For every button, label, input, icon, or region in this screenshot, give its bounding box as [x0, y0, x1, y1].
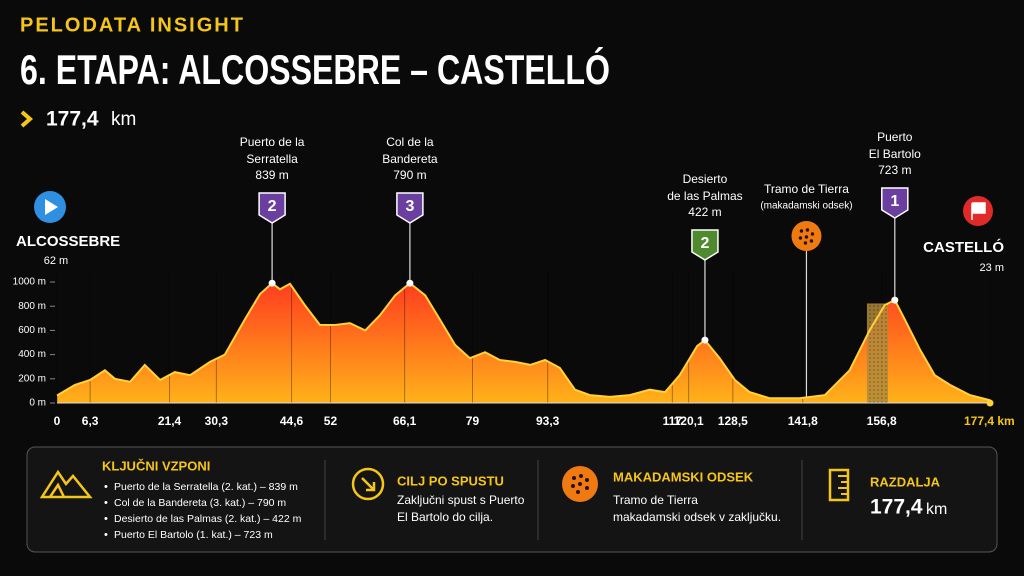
category: 1: [890, 193, 899, 210]
finish-name: CASTELLÓ: [923, 238, 1004, 256]
start-name: ALCOSSEBRE: [16, 233, 120, 250]
x-tick-label: 44,6: [280, 414, 304, 428]
y-tick-label: 600 m: [18, 325, 46, 336]
panel-text: makadamski odsek v zaključku.: [613, 510, 781, 524]
climb-name: Col de la: [386, 135, 434, 149]
panel-text: Zaključni spust s Puerto: [397, 493, 525, 507]
climb-item: Puerto El Bartolo (1. kat.) – 723 m: [114, 529, 273, 541]
x-tick-label: 117: [663, 414, 683, 428]
summit-dot: [891, 296, 899, 304]
panel-text: El Bartolo do cilja.: [397, 510, 493, 524]
bullet: •: [104, 529, 108, 541]
category-badge: [258, 192, 286, 224]
sector-dot: [805, 228, 810, 232]
profile-line: [56, 281, 991, 402]
category-badge: [691, 229, 719, 261]
x-tick-label: 128,5: [718, 414, 748, 428]
bullet: •: [104, 513, 108, 525]
y-tick-label: 1000 m: [13, 277, 46, 288]
sector-name: Tramo de Tierra: [764, 182, 849, 196]
climb-item: Desierto de las Palmas (2. kat.) – 422 m: [114, 513, 302, 525]
sector-dot: [804, 235, 809, 239]
climb-name: Puerto de la: [240, 135, 305, 149]
ruler-ticks: [838, 475, 848, 495]
gravel-dots: [571, 474, 589, 494]
x-tick-label: 156,8: [867, 414, 897, 428]
x-tick-label: 52: [324, 414, 338, 428]
climb-name: de las Palmas: [667, 189, 742, 203]
sector-dot: [810, 232, 815, 236]
climb-name: Serratella: [246, 152, 298, 166]
x-tick-label: 6,3: [82, 414, 99, 428]
start-elevation: 62 m: [44, 255, 68, 267]
y-tick-label: 200 m: [18, 373, 46, 384]
summit-dot: [268, 279, 276, 287]
sector-dot: [799, 229, 804, 233]
finish-icon: [351, 467, 385, 501]
panel-unit: km: [926, 501, 947, 518]
gravel-sector: [866, 303, 888, 403]
panel-title: MAKADAMSKI ODSEK: [613, 469, 754, 484]
x-tick-label: 177,4 km: [964, 414, 1015, 428]
x-tick-label: 79: [466, 414, 480, 428]
panel-text: Tramo de Tierra: [613, 493, 698, 507]
category: 2: [268, 198, 277, 215]
category: 3: [405, 198, 414, 215]
sector-dot: [798, 236, 803, 240]
climb-elevation: 723 m: [878, 163, 911, 177]
category: 2: [700, 235, 709, 252]
climb-item: Col de la Bandereta (3. kat.) – 790 m: [114, 497, 286, 509]
finish-dot: [986, 399, 994, 407]
ruler-icon: [828, 468, 850, 502]
panel-title: KLJUČNI VZPONI: [102, 458, 210, 473]
sector-dot: [803, 241, 808, 245]
category-badge: [396, 192, 424, 224]
profile-area: [57, 283, 990, 403]
summit-dot: [406, 279, 414, 287]
kicker: PELODATA INSIGHT: [20, 14, 245, 36]
panel-distance: 177,4: [870, 496, 923, 519]
title: 6. ETAPA: ALCOSSEBRE – CASTELLÓ: [20, 45, 610, 93]
panel-title: CILJ PO SPUSTU: [397, 473, 504, 488]
finish-elevation: 23 m: [980, 262, 1004, 274]
climb-elevation: 422 m: [688, 205, 721, 219]
climb-elevation: 839 m: [255, 168, 288, 182]
x-tick-label: 66,1: [393, 414, 417, 428]
bullet: •: [104, 497, 108, 509]
y-tick-label: 0 m: [29, 398, 46, 409]
y-tick-label: 400 m: [18, 349, 46, 360]
play: [45, 199, 58, 215]
flag: [971, 202, 986, 220]
x-tick-label: 21,4: [158, 414, 182, 428]
info-panel: [26, 446, 998, 553]
mountain-icon: [39, 469, 93, 499]
climb-name: Puerto: [877, 130, 913, 144]
arrow: [361, 477, 376, 492]
header-unit: km: [111, 109, 136, 130]
climb-name: El Bartolo: [869, 147, 921, 161]
x-tick-label: 30,3: [205, 414, 229, 428]
chevron: [20, 110, 34, 128]
bullet: •: [104, 481, 108, 493]
summit-dot: [701, 336, 709, 344]
x-tick-label: 120,1: [674, 414, 704, 428]
header-distance: 177,4: [46, 108, 99, 131]
y-tick-label: 800 m: [18, 301, 46, 312]
climb-item: Puerto de la Serratella (2. kat.) – 839 …: [114, 481, 298, 493]
climb-elevation: 790 m: [393, 168, 426, 182]
x-tick-label: 0: [54, 414, 61, 428]
sector-dot: [809, 239, 814, 243]
x-tick-label: 141,8: [788, 414, 818, 428]
climb-name: Bandereta: [382, 152, 438, 166]
x-tick-label: 93,3: [536, 414, 560, 428]
sector-name: (makadamski odsek): [760, 201, 852, 212]
climb-name: Desierto: [683, 172, 728, 186]
category-badge: [881, 187, 909, 219]
panel-title: RAZDALJA: [870, 474, 941, 489]
